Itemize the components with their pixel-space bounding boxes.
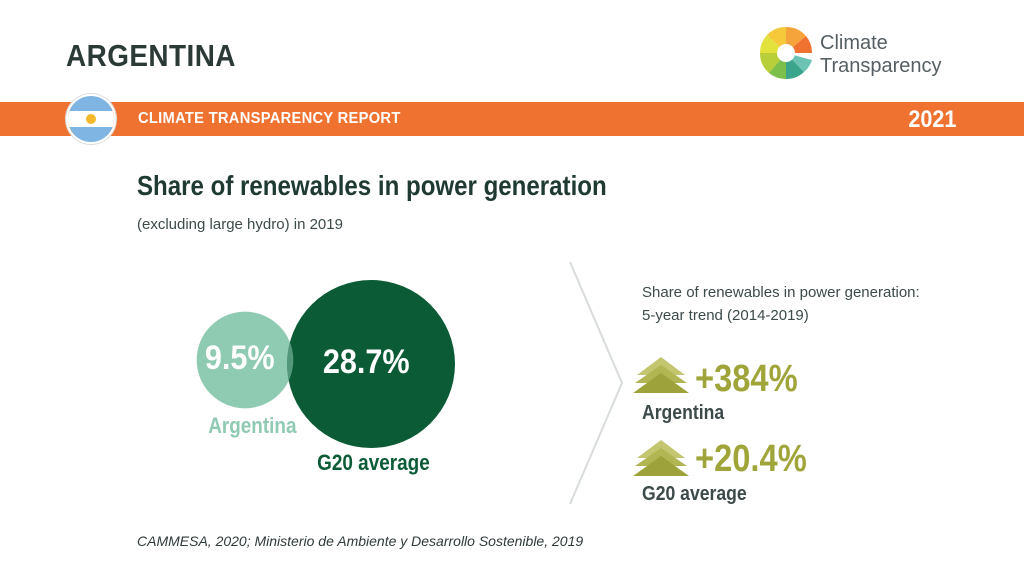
bubble-argentina	[196, 311, 294, 409]
argentina-flag-icon	[66, 94, 116, 144]
chart-title: Share of renewables in power generation	[137, 170, 607, 201]
bubble-category-g20: G20 average	[317, 450, 430, 475]
trend-heading: Share of renewables in power generation:…	[642, 281, 920, 327]
trend-up-icon	[633, 440, 689, 476]
bubble-value-label-g20: 28.7%	[322, 343, 410, 381]
chart-subtitle: (excluding large hydro) in 2019	[137, 216, 343, 233]
climate-transparency-logo-icon	[760, 26, 812, 80]
logo-text-line2: Transparency	[820, 55, 942, 77]
trend-name-argentina: Argentina	[642, 402, 725, 424]
trend-up-icon	[633, 357, 689, 393]
trend-heading-line2: 5-year trend (2014-2019)	[642, 307, 809, 324]
source-note: CAMMESA, 2020; Ministerio de Ambiente y …	[137, 533, 584, 549]
bubble-g20-average	[287, 280, 455, 448]
trend-value-g20: +20.4%	[695, 438, 807, 480]
bubble-value-label-argentina: 9.5%	[204, 339, 275, 377]
logo-text-line1: Climate	[820, 32, 888, 54]
report-band: CLIMATE TRANSPARENCY REPORT 2021	[0, 102, 1024, 136]
report-year: 2021	[907, 106, 956, 133]
sun-of-may-icon	[86, 114, 96, 124]
report-title: CLIMATE TRANSPARENCY REPORT	[138, 110, 401, 127]
trend-heading-line1: Share of renewables in power generation:	[642, 284, 920, 301]
trend-value-argentina: +384%	[695, 358, 798, 400]
trend-name-g20: G20 average	[642, 483, 747, 505]
climate-transparency-logo: Climate Transparency	[760, 26, 970, 86]
bubble-category-argentina: Argentina	[208, 413, 297, 438]
country-title: ARGENTINA	[66, 38, 236, 73]
chevron-divider	[569, 261, 624, 505]
